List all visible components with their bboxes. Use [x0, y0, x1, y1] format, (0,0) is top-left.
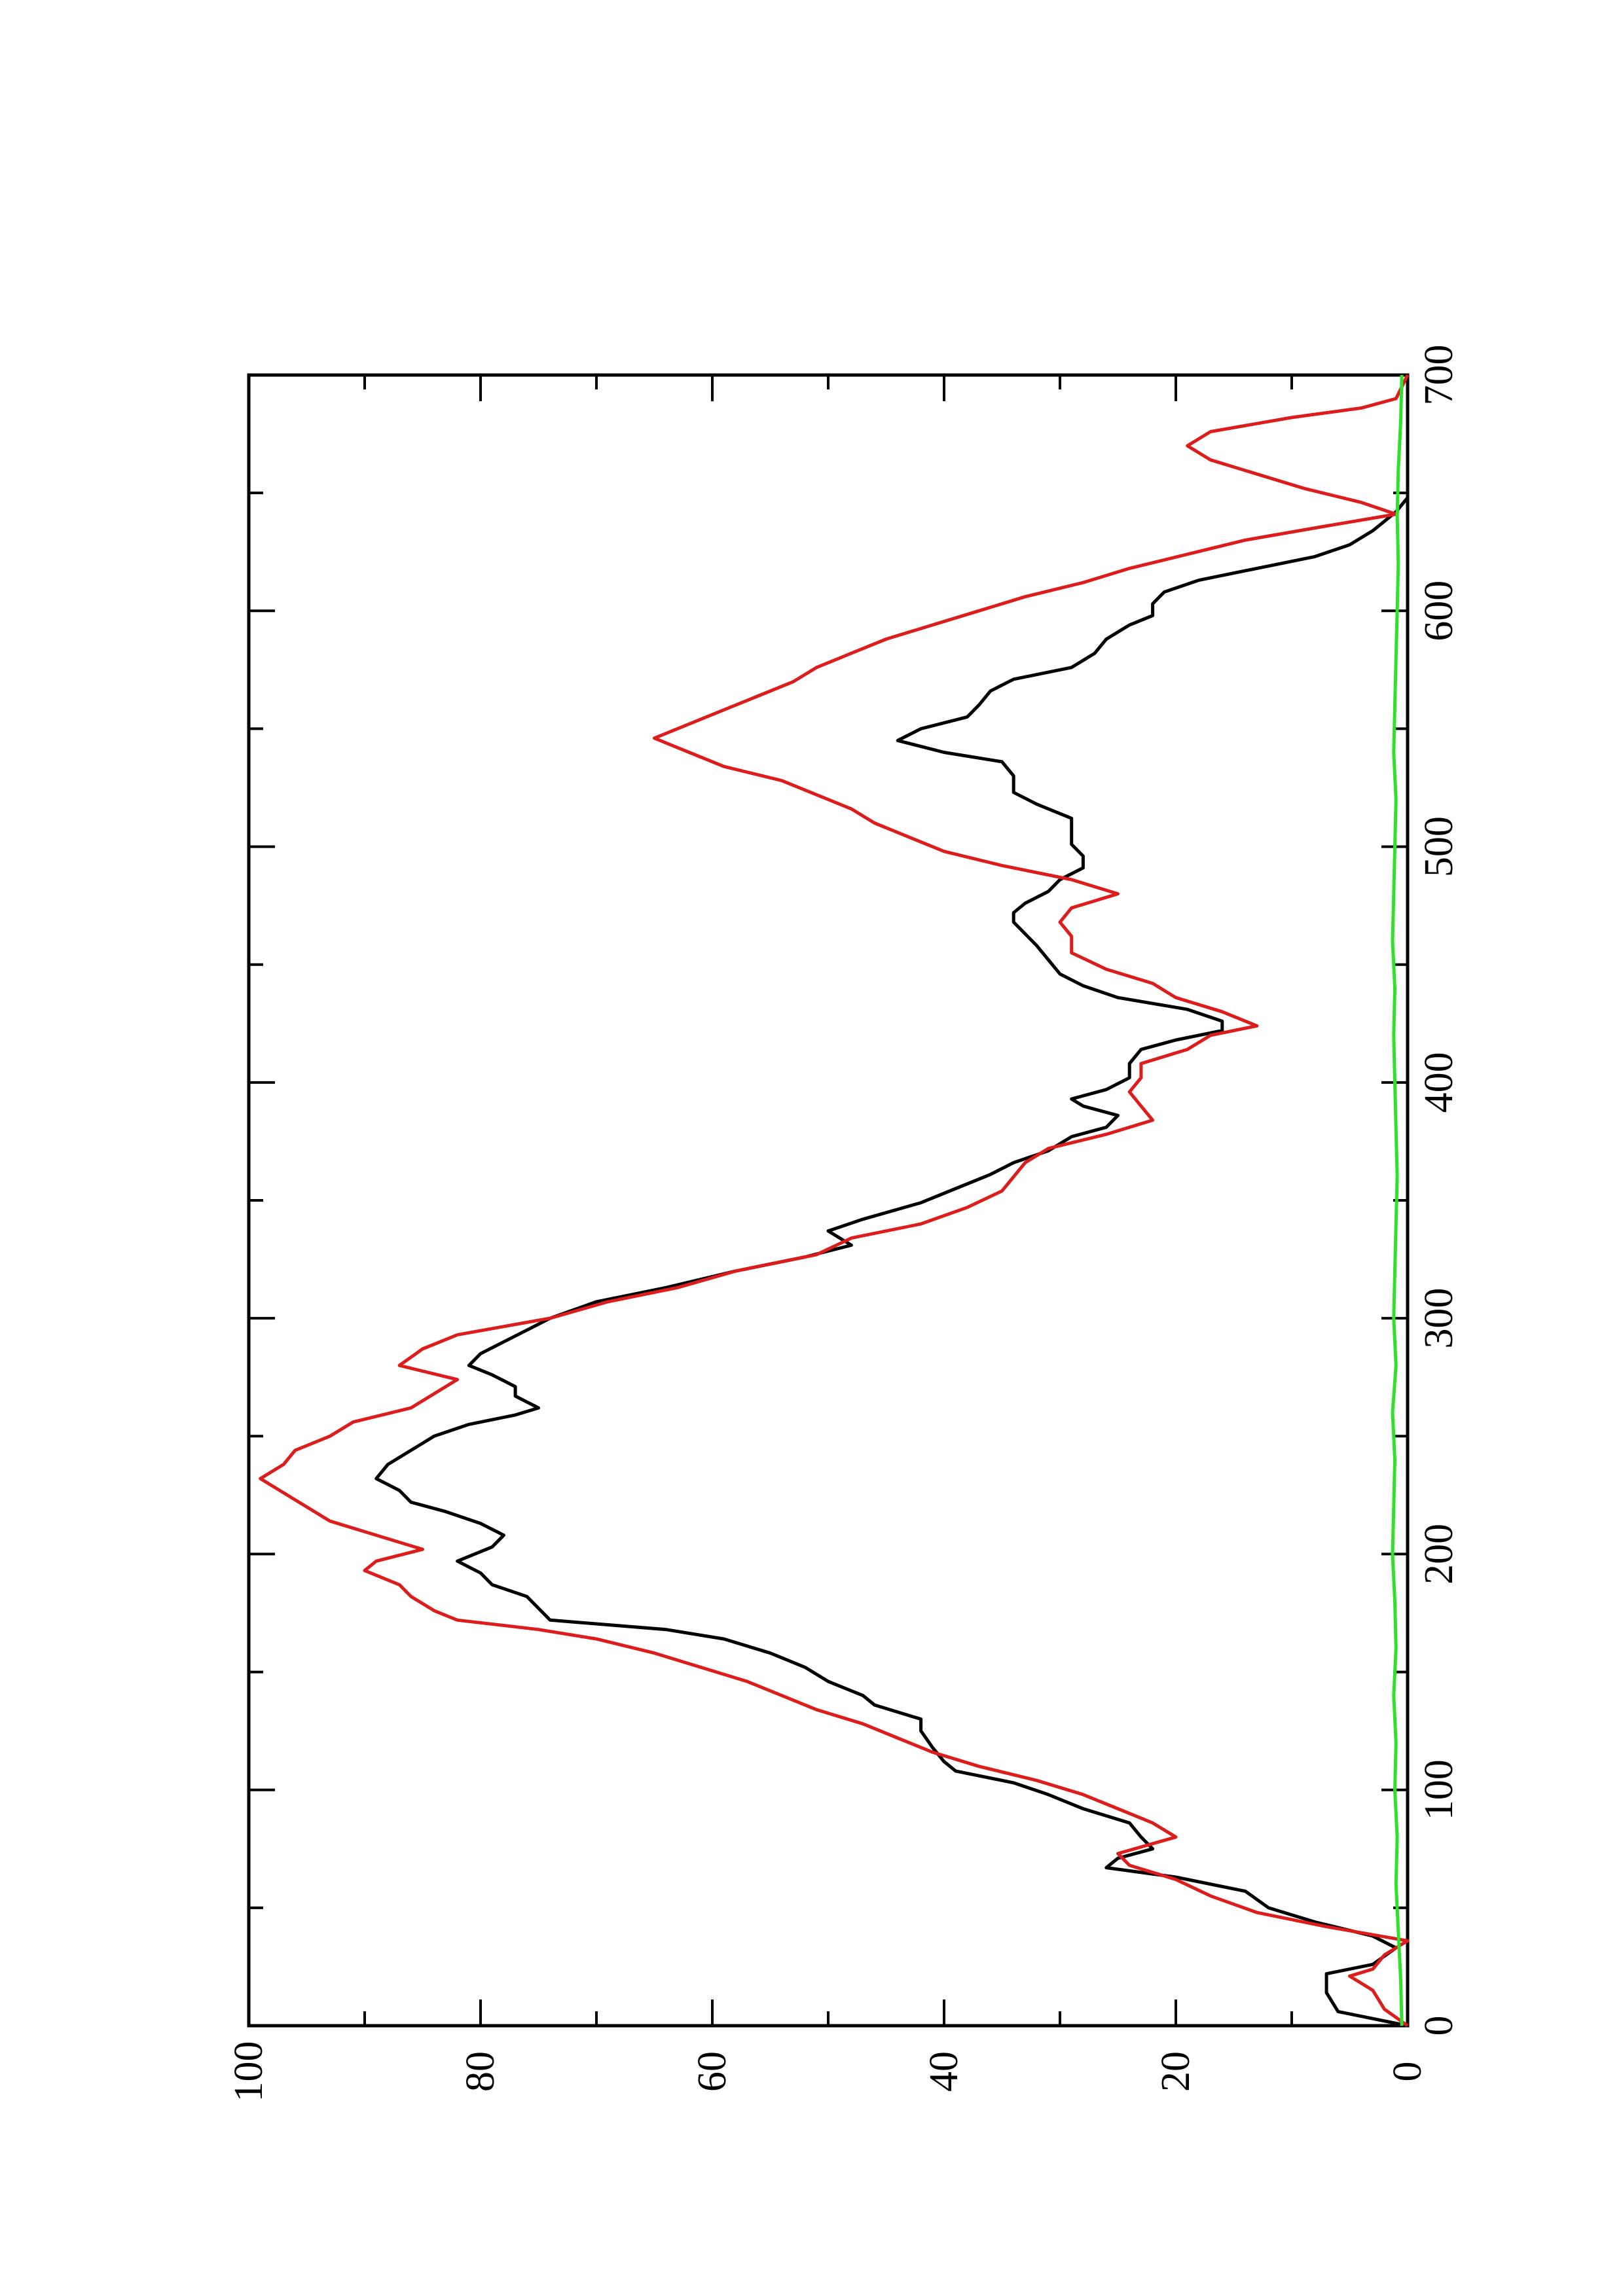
x-tick-label: 600: [1417, 581, 1461, 641]
series-group: [259, 374, 1410, 2028]
x-tick-label: 400: [1417, 1052, 1461, 1113]
x-tick-label: 100: [1417, 1759, 1461, 1820]
black-series-line: [374, 375, 1410, 2028]
x-tick-label: 500: [1417, 816, 1461, 877]
green-series-line: [1391, 374, 1404, 2026]
y-tick-label: 20: [1154, 2051, 1198, 2092]
x-tick-label: 0: [1417, 2016, 1461, 2036]
x-tick-label: 200: [1417, 1524, 1461, 1585]
y-tick-label: 60: [690, 2051, 735, 2092]
y-tick-label: 40: [922, 2051, 966, 2092]
x-tick-label: 700: [1417, 345, 1461, 406]
ticks-group: [247, 374, 1409, 2027]
y-tick-label: 0: [1385, 2062, 1430, 2082]
red-series-line: [259, 374, 1410, 2028]
y-tick-label: 100: [227, 2041, 271, 2102]
plot-frame: [247, 373, 1410, 2028]
tick-labels-group: 0 100 200 300 400 500 600 700 0 20 40 60 80 100: [227, 345, 1461, 2102]
x-tick-label: 300: [1417, 1288, 1461, 1349]
y-tick-label: 80: [458, 2051, 503, 2092]
